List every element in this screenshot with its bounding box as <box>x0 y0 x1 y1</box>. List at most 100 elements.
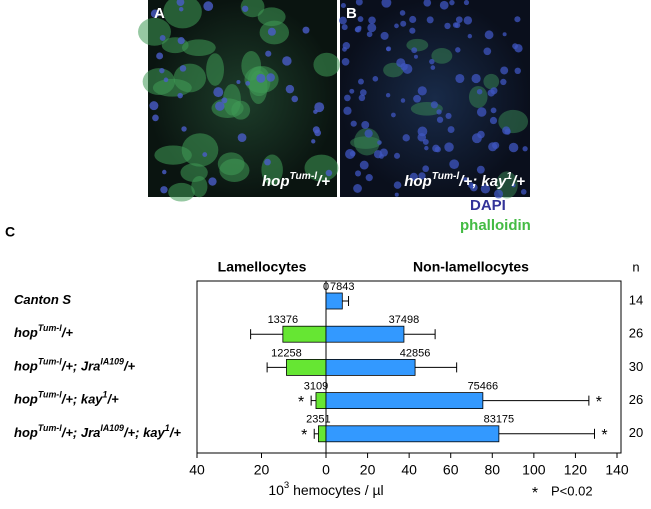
micrograph-b <box>339 0 530 199</box>
nucleus <box>402 64 413 74</box>
nucleus <box>311 139 316 144</box>
nucleus <box>463 0 470 6</box>
x-axis-label: 103 hemocytes / µl <box>268 480 383 498</box>
cell <box>142 68 175 96</box>
value-label: 75466 <box>468 381 499 393</box>
nucleus <box>445 112 452 119</box>
text-part: Tum-l <box>38 357 62 367</box>
nucleus <box>203 1 214 12</box>
nucleus <box>449 0 455 6</box>
nucleus <box>500 66 509 75</box>
nucleus <box>237 133 247 142</box>
nucleus <box>471 133 482 144</box>
row-label: hopTum-l/+; kay1/+ <box>14 390 119 407</box>
nucleus <box>149 101 159 111</box>
nucleus <box>365 174 373 182</box>
nucleus <box>381 0 392 8</box>
text-part: hop <box>14 425 38 440</box>
cell <box>191 175 208 198</box>
nucleus <box>493 189 504 199</box>
text-part: hop <box>14 359 38 374</box>
nucleus <box>455 47 461 53</box>
nucleus <box>208 177 217 186</box>
nucleus <box>449 159 460 170</box>
x-tick-label: 20 <box>254 462 270 478</box>
cell <box>206 53 225 86</box>
nucleus <box>396 58 406 68</box>
nucleus <box>385 93 391 98</box>
nucleus <box>366 31 373 38</box>
nucleus <box>339 16 347 25</box>
x-tick-label: 120 <box>564 462 588 478</box>
value-label: 12258 <box>271 347 302 359</box>
nucleus <box>508 142 519 153</box>
nucleus <box>176 0 185 7</box>
nucleus <box>429 58 435 65</box>
nucleus <box>511 183 516 188</box>
nucleus <box>341 57 350 66</box>
nucleus <box>349 88 355 94</box>
nucleus <box>343 106 352 115</box>
panel-label: B <box>346 5 357 22</box>
nucleus <box>313 109 318 114</box>
nucleus <box>156 52 164 60</box>
nucleus <box>468 182 474 189</box>
nucleus <box>379 153 384 159</box>
nucleus <box>357 16 364 22</box>
nucleus <box>489 116 498 125</box>
nucleus <box>245 80 251 86</box>
n-value: 30 <box>629 359 643 374</box>
nucleus <box>393 181 402 189</box>
n-header: n <box>632 259 639 274</box>
cell <box>154 145 192 165</box>
nucleus <box>265 50 272 57</box>
nucleus <box>354 170 362 177</box>
nucleus <box>349 150 356 157</box>
micrograph-a <box>138 0 340 202</box>
significance-star: * <box>601 427 607 444</box>
cell <box>173 63 207 93</box>
text-part: /+ <box>316 173 330 190</box>
stain-label: DAPI <box>470 197 506 214</box>
text-part: /+ <box>169 425 182 440</box>
nucleus <box>341 24 348 31</box>
value-label: 2351 <box>306 414 330 426</box>
nucleus <box>409 27 416 34</box>
nucleus <box>463 16 473 25</box>
value-label: 42856 <box>400 347 431 359</box>
nucleus <box>413 54 418 59</box>
nucleus <box>444 142 454 152</box>
text-part: 10 <box>268 482 284 498</box>
nucleus <box>361 120 370 129</box>
nucleus <box>236 80 241 85</box>
nucleus <box>500 78 507 86</box>
nucleus <box>160 186 168 194</box>
nucleus <box>424 145 429 151</box>
nucleus <box>394 192 399 197</box>
text-part: Tum-l <box>290 171 318 182</box>
nucleus <box>340 2 346 9</box>
nucleus <box>434 146 441 153</box>
nucleus <box>455 16 463 24</box>
nucleus <box>215 101 225 111</box>
row-label: hopTum-l/+; JraIA109/+ <box>14 357 136 374</box>
nucleus <box>344 94 351 102</box>
bar <box>318 425 327 443</box>
nucleus <box>266 73 275 82</box>
nucleus <box>314 129 322 137</box>
nucleus <box>454 22 461 29</box>
cell <box>240 0 265 18</box>
nucleus <box>302 26 310 34</box>
text-part: /+; Jra <box>61 359 101 374</box>
nucleus <box>409 172 418 181</box>
text-part: 1 <box>506 171 512 182</box>
bar <box>325 325 405 343</box>
nucleus <box>411 47 418 54</box>
x-tick-label: 40 <box>401 462 417 478</box>
nucleus <box>426 16 434 24</box>
text-part: IA109 <box>100 423 124 433</box>
text-part: Tum-l <box>432 171 460 182</box>
value-label: 7843 <box>330 281 354 293</box>
nucleus <box>178 6 184 12</box>
